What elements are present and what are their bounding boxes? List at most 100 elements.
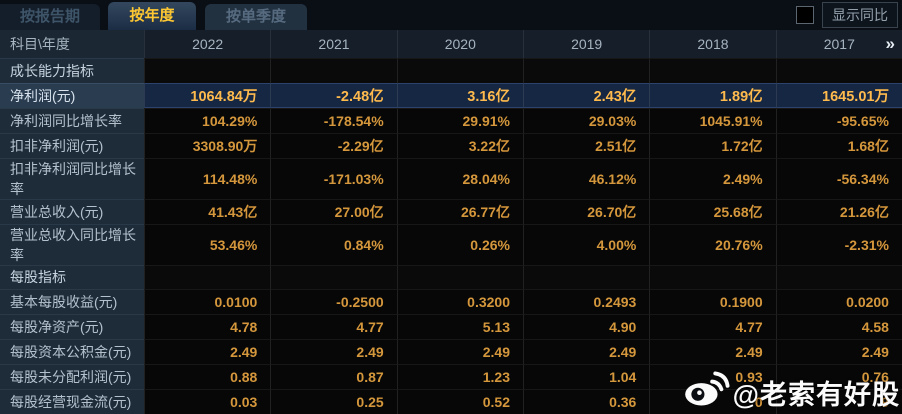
- value-cell: 0.93: [649, 364, 776, 390]
- tab-by-report-period[interactable]: 按报告期: [0, 4, 100, 30]
- row-label: 每股未分配利润(元): [0, 364, 144, 390]
- value-cell: 4.00%: [522, 223, 650, 265]
- corner-header-cell: 科目\年度: [0, 30, 144, 58]
- table-row: 每股经营现金流(元) 0.03 0.25 0.52 0.36 0 9: [0, 389, 902, 414]
- value-cell: -2.48亿: [270, 82, 397, 108]
- value-cell: 27.00亿: [270, 198, 397, 224]
- table-header-row: 科目\年度 2022 2021 2020 2019 2018 2017 »: [0, 30, 902, 58]
- value-cell: 0.1900: [649, 289, 776, 315]
- value-cell: 1645.01万: [775, 82, 902, 108]
- financial-table: 科目\年度 2022 2021 2020 2019 2018 2017 » 成长能力指标 净利…: [0, 30, 902, 414]
- table-body: 成长能力指标 净利润(元) 1064.84万 -2.48亿 3.16亿 2.43亿 1.89…: [0, 58, 902, 414]
- value-cell: 3.22亿: [396, 132, 523, 158]
- value-cell: 2.49: [144, 339, 271, 365]
- table-row: 扣非净利润(元) 3308.90万 -2.29亿 3.22亿 2.51亿 1.72亿 1.6…: [0, 132, 902, 158]
- value-cell: [144, 58, 271, 83]
- value-cell: 4.77: [649, 314, 776, 340]
- more-columns-chevron-icon[interactable]: »: [885, 34, 895, 53]
- value-cell: -95.65%: [775, 107, 902, 133]
- value-cell: 2.49: [522, 339, 650, 365]
- value-cell: 104.29%: [144, 107, 271, 133]
- value-cell: -171.03%: [270, 157, 397, 199]
- show-yoy-label[interactable]: 显示同比: [822, 2, 898, 28]
- table-row: 净利润同比增长率 104.29% -178.54% 29.91% 29.03% 1045.…: [0, 107, 902, 133]
- value-cell: 0: [649, 389, 776, 414]
- value-cell: 26.77亿: [396, 198, 523, 224]
- row-label: 营业总收入(元): [0, 198, 144, 224]
- table-row: 每股净资产(元) 4.78 4.77 5.13 4.90 4.77 4.58: [0, 314, 902, 340]
- section-header-row: 成长能力指标: [0, 58, 902, 83]
- value-cell: 2.49: [270, 339, 397, 365]
- value-cell: [649, 264, 776, 290]
- value-cell: 0.52: [396, 389, 523, 414]
- value-cell: 0.76: [775, 364, 902, 390]
- value-cell: [522, 58, 650, 83]
- value-cell: 9: [775, 389, 902, 414]
- value-cell: 5.13: [396, 314, 523, 340]
- year-column-header: 2021: [270, 30, 396, 58]
- value-cell: 0.03: [144, 389, 271, 414]
- value-cell: 1.72亿: [649, 132, 776, 158]
- value-cell: 0.88: [144, 364, 271, 390]
- year-label: 2020: [444, 36, 476, 52]
- value-cell: 0.0200: [775, 289, 902, 315]
- value-cell: 1.04: [522, 364, 650, 390]
- value-cell: 2.49: [396, 339, 523, 365]
- tab-by-single-quarter[interactable]: 按单季度: [205, 4, 307, 30]
- table-row: 基本每股收益(元) 0.0100 -0.2500 0.3200 0.2493 0.1900…: [0, 289, 902, 315]
- value-cell: 26.70亿: [522, 198, 650, 224]
- value-cell: 1.23: [396, 364, 523, 390]
- row-label: 每股净资产(元): [0, 314, 144, 340]
- value-cell: 0.26%: [396, 223, 523, 265]
- value-cell: 29.03%: [522, 107, 650, 133]
- period-tabbar: 按报告期 按年度 按单季度 显示同比: [0, 0, 902, 30]
- table-row: 每股未分配利润(元) 0.88 0.87 1.23 1.04 0.93 0.76: [0, 364, 902, 390]
- value-cell: 0.2493: [522, 289, 650, 315]
- value-cell: [270, 58, 397, 83]
- value-cell: -2.29亿: [270, 132, 397, 158]
- value-cell: 46.12%: [522, 157, 650, 199]
- value-cell: [396, 264, 523, 290]
- value-cell: 1045.91%: [649, 107, 776, 133]
- value-cell: 0.0100: [144, 289, 271, 315]
- row-label: 扣非净利润同比增长率: [0, 157, 144, 199]
- value-cell: 4.77: [270, 314, 397, 340]
- value-cell: 0.3200: [396, 289, 523, 315]
- value-cell: 2.49: [775, 339, 902, 365]
- value-cell: 0.87: [270, 364, 397, 390]
- section-header-row: 每股指标: [0, 264, 902, 290]
- table-row: 扣非净利润同比增长率 114.48% -171.03% 28.04% 46.12% 2.4…: [0, 157, 902, 199]
- year-label: 2021: [318, 36, 350, 52]
- value-cell: [144, 264, 271, 290]
- value-cell: -0.2500: [270, 289, 397, 315]
- value-cell: 3.16亿: [396, 82, 523, 108]
- value-cell: 2.49%: [649, 157, 776, 199]
- value-cell: [396, 58, 523, 83]
- value-cell: 4.58: [775, 314, 902, 340]
- value-cell: -178.54%: [270, 107, 397, 133]
- value-cell: [775, 58, 902, 83]
- row-label: 每股经营现金流(元): [0, 389, 144, 414]
- value-cell: -2.31%: [775, 223, 902, 265]
- value-cell: 0.36: [522, 389, 650, 414]
- row-label: 净利润(元): [0, 82, 144, 108]
- value-cell: [775, 264, 902, 290]
- value-cell: 0.84%: [270, 223, 397, 265]
- value-cell: 21.26亿: [775, 198, 902, 224]
- row-label: 营业总收入同比增长率: [0, 223, 144, 265]
- table-row: 营业总收入(元) 41.43亿 27.00亿 26.77亿 26.70亿 25.68亿 21…: [0, 198, 902, 224]
- table-row: 净利润(元) 1064.84万 -2.48亿 3.16亿 2.43亿 1.89亿 1645.…: [0, 82, 902, 108]
- value-cell: 2.51亿: [522, 132, 650, 158]
- value-cell: 2.49: [649, 339, 776, 365]
- value-cell: 2.43亿: [522, 82, 650, 108]
- year-column-header: 2017 »: [775, 30, 902, 58]
- year-label: 2018: [697, 36, 729, 52]
- year-label: 2019: [571, 36, 603, 52]
- show-yoy-checkbox[interactable]: [796, 6, 814, 24]
- value-cell: 4.78: [144, 314, 271, 340]
- table-row: 每股资本公积金(元) 2.49 2.49 2.49 2.49 2.49 2.49: [0, 339, 902, 365]
- row-label: 基本每股收益(元): [0, 289, 144, 315]
- value-cell: 53.46%: [144, 223, 271, 265]
- tab-by-year[interactable]: 按年度: [108, 2, 196, 30]
- value-cell: 114.48%: [144, 157, 271, 199]
